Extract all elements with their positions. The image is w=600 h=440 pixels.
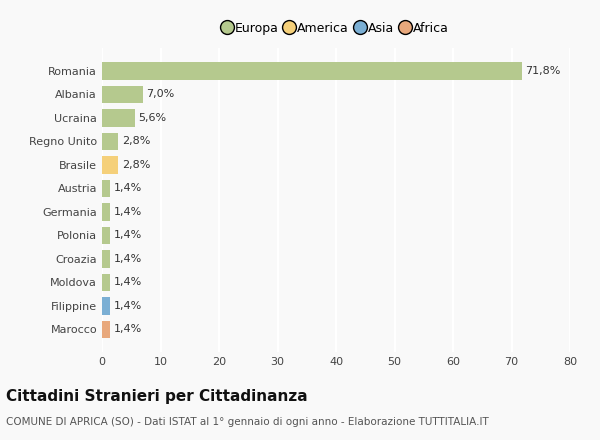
Text: 5,6%: 5,6% <box>138 113 166 123</box>
Bar <box>102 227 110 244</box>
Text: 1,4%: 1,4% <box>114 277 142 287</box>
Text: 1,4%: 1,4% <box>114 231 142 240</box>
Bar <box>102 297 110 315</box>
Bar <box>102 180 110 197</box>
Bar <box>102 133 118 150</box>
Text: 2,8%: 2,8% <box>122 160 150 170</box>
Text: 1,4%: 1,4% <box>114 324 142 334</box>
Text: 71,8%: 71,8% <box>526 66 561 76</box>
Bar <box>102 86 143 103</box>
Text: COMUNE DI APRICA (SO) - Dati ISTAT al 1° gennaio di ogni anno - Elaborazione TUT: COMUNE DI APRICA (SO) - Dati ISTAT al 1°… <box>6 417 489 427</box>
Text: 1,4%: 1,4% <box>114 183 142 194</box>
Text: 1,4%: 1,4% <box>114 207 142 217</box>
Bar <box>102 321 110 338</box>
Text: 1,4%: 1,4% <box>114 301 142 311</box>
Bar <box>102 274 110 291</box>
Bar <box>102 203 110 221</box>
Bar <box>102 109 135 127</box>
Legend: Europa, America, Asia, Africa: Europa, America, Asia, Africa <box>220 18 452 39</box>
Bar <box>102 250 110 268</box>
Text: Cittadini Stranieri per Cittadinanza: Cittadini Stranieri per Cittadinanza <box>6 389 308 404</box>
Text: 1,4%: 1,4% <box>114 254 142 264</box>
Bar <box>102 156 118 174</box>
Text: 7,0%: 7,0% <box>146 89 175 99</box>
Text: 2,8%: 2,8% <box>122 136 150 147</box>
Bar <box>102 62 522 80</box>
